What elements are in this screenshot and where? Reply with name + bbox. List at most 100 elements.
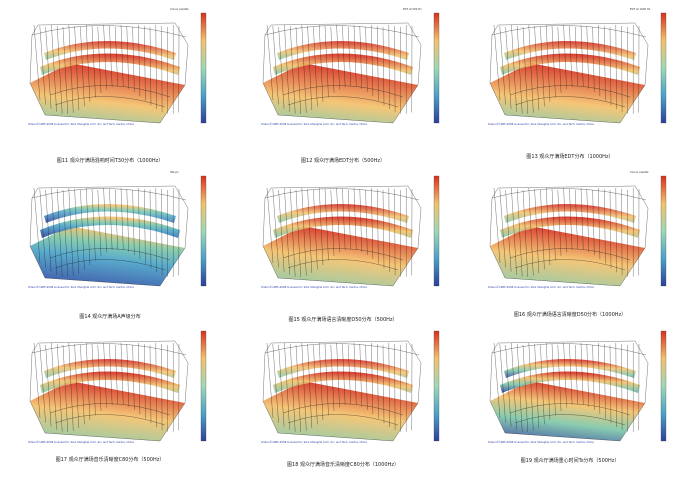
stalls-floor (30, 63, 185, 123)
wire-strut (57, 343, 63, 432)
wire-strut (551, 343, 556, 416)
wire-strut (528, 187, 534, 276)
figure-caption: 图11 观众厅满场混响时间T30分布（1000Hz） (56, 158, 164, 164)
wire-strut (609, 189, 612, 269)
wire-strut (580, 187, 584, 250)
balcony-tier-2 (277, 41, 409, 60)
simulation-panel: Odeon©1985-2008 Licensed to: SIAL Shangh… (10, 323, 210, 463)
wire-strut (604, 343, 606, 419)
seating-row (514, 414, 626, 426)
wire-strut (330, 26, 335, 93)
balcony-tier-1 (273, 53, 413, 75)
seating-row (287, 96, 399, 108)
ceiling-edge (491, 25, 647, 38)
figure-caption: 图19 观众厅满场重心时间Ts分布（500Hz） (520, 458, 620, 464)
seating-row (514, 259, 626, 271)
seating-row (509, 85, 631, 98)
wire-strut (109, 25, 113, 88)
wire-strut (149, 26, 152, 106)
wire-strut (534, 188, 540, 274)
hall-wireframe (489, 185, 649, 287)
wire-strut (330, 189, 335, 256)
wire-strut (563, 187, 567, 253)
wire-strut (138, 342, 141, 415)
wire-strut (586, 25, 589, 89)
colour-bar-title: EDT at 500 Hz (403, 8, 422, 11)
simulation-panel: Colour palette Odeon©1985-2008 Licensed t… (470, 168, 670, 308)
colour-bar (433, 12, 440, 124)
wire-strut (115, 26, 118, 87)
wire-strut (284, 342, 290, 430)
wire-strut (132, 26, 135, 92)
wire-strut (324, 188, 329, 261)
wire-strut (33, 342, 41, 419)
seating-row (287, 259, 399, 271)
hall-wireframe (29, 185, 189, 287)
balcony-tier-1 (40, 216, 180, 238)
balcony-tier-1 (273, 216, 413, 238)
wire-strut (528, 24, 534, 113)
seating-row (54, 414, 166, 426)
wire-strut (377, 188, 379, 264)
wire-strut (493, 187, 501, 264)
seating-row (49, 403, 171, 416)
hall-wireframe (262, 185, 422, 287)
balcony-tier-1 (40, 371, 180, 393)
wire-strut (307, 343, 313, 429)
wire-strut (546, 342, 551, 420)
wire-strut (598, 24, 601, 97)
ceiling-edge (31, 343, 187, 356)
wire-strut (284, 187, 290, 275)
balcony-tier-2 (44, 204, 176, 223)
software-credit: Odeon©1985-2008 Licensed to: SIAL Shangh… (261, 286, 367, 289)
software-credit: Odeon©1985-2008 Licensed to: SIAL Shangh… (261, 123, 367, 126)
hall-wireframe (29, 22, 189, 124)
wire-strut (109, 343, 113, 406)
hall-render (489, 12, 667, 124)
ceiling-edge (31, 188, 187, 201)
figure-caption: 图14 观众厅满场A声级分布 (79, 314, 141, 320)
wire-strut (546, 24, 551, 102)
wire-strut (161, 188, 163, 276)
colour-bar (200, 12, 207, 124)
hall-wireframe (262, 340, 422, 442)
ceiling-edge (264, 188, 420, 201)
wire-strut (371, 342, 374, 415)
colour-bar (200, 175, 207, 287)
wire-strut (290, 343, 296, 432)
wire-strut (534, 343, 540, 429)
wire-strut (144, 25, 146, 101)
wire-strut (324, 343, 329, 416)
wire-strut (68, 24, 74, 113)
wire-strut (517, 188, 523, 277)
ceiling-edge (264, 343, 420, 356)
wire-strut (592, 189, 595, 255)
wire-strut (540, 344, 545, 425)
wire-strut (155, 187, 157, 273)
wire-strut (511, 187, 517, 275)
balcony-tier-2 (44, 41, 176, 60)
wire-strut (91, 343, 96, 416)
hall-wireframe (489, 340, 649, 442)
balcony-tier-2 (277, 204, 409, 223)
stalls-floor (263, 63, 418, 123)
wire-strut (394, 343, 396, 431)
wire-strut (569, 25, 573, 88)
wire-strut (68, 187, 74, 276)
wire-strut (80, 26, 85, 107)
wire-strut (132, 189, 135, 255)
ceiling-edge (491, 343, 647, 356)
balcony-tier-2 (277, 359, 409, 378)
wire-strut (517, 25, 523, 114)
wire-strut (295, 26, 301, 114)
figure-caption: 图17 观众厅满场音乐清晰度C80分布（500Hz） (55, 457, 165, 463)
software-credit: Odeon©1985-2008 Licensed to: SIAL Shangh… (488, 123, 594, 126)
wire-strut (522, 189, 528, 277)
wire-strut (51, 24, 57, 112)
wire-strut (120, 187, 124, 250)
wire-strut (144, 188, 146, 264)
wire-strut (155, 24, 157, 110)
wire-strut (57, 25, 63, 114)
wire-strut (138, 187, 141, 260)
wire-strut (551, 188, 556, 261)
